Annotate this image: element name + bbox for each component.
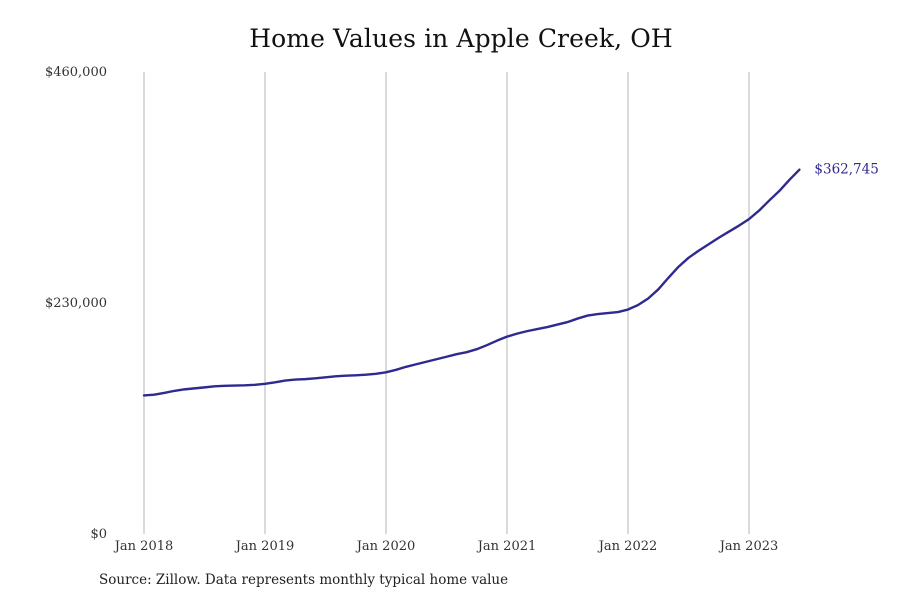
series-line <box>142 168 801 397</box>
chart-title: Home Values in Apple Creek, OH <box>249 24 673 53</box>
end-value-label: $362,745 <box>814 162 878 178</box>
y-tick-label: $0 <box>90 527 107 542</box>
x-tick-label: Jan 2020 <box>355 539 416 554</box>
x-tick-label: Jan 2022 <box>597 539 658 554</box>
value-label-layer: $362,745 <box>814 162 878 178</box>
x-tick-label: Jan 2018 <box>113 539 174 554</box>
y-tick-label: $230,000 <box>45 296 107 311</box>
source-note: Source: Zillow. Data represents monthly … <box>99 572 509 588</box>
x-axis-tick-labels: Jan 2018 Jan 2019 Jan 2020 Jan 2021 Jan 2022… <box>113 539 779 554</box>
series-layer <box>142 168 801 397</box>
x-tick-label: Jan 2023 <box>718 539 779 554</box>
x-tick-label: Jan 2021 <box>476 539 537 554</box>
x-tick-label: Jan 2019 <box>234 539 295 554</box>
y-tick-label: $460,000 <box>45 65 107 80</box>
grid-lines <box>143 72 750 534</box>
y-axis-tick-labels: $0 $230,000 $460,000 <box>45 65 107 542</box>
